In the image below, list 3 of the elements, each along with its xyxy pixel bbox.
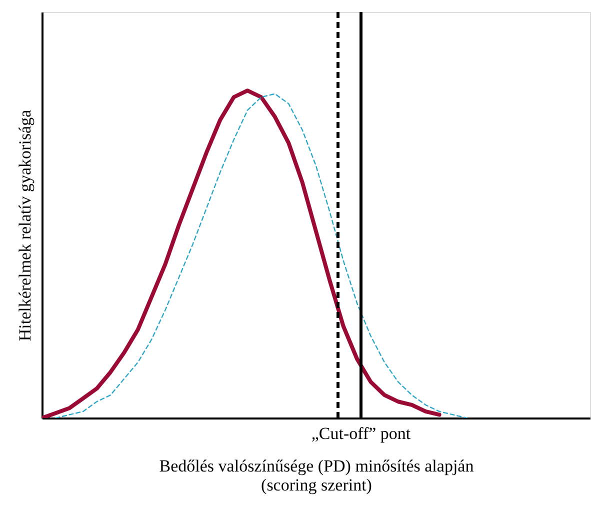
x-axis-title: Bedőlés valószínűsége (PD) minősítés alapján (scoring szerint) xyxy=(159,456,474,494)
y-axis-title: Hitelkérelmek relatív gyakorisága xyxy=(16,109,34,342)
text: „Cut-off” pont xyxy=(311,424,411,443)
